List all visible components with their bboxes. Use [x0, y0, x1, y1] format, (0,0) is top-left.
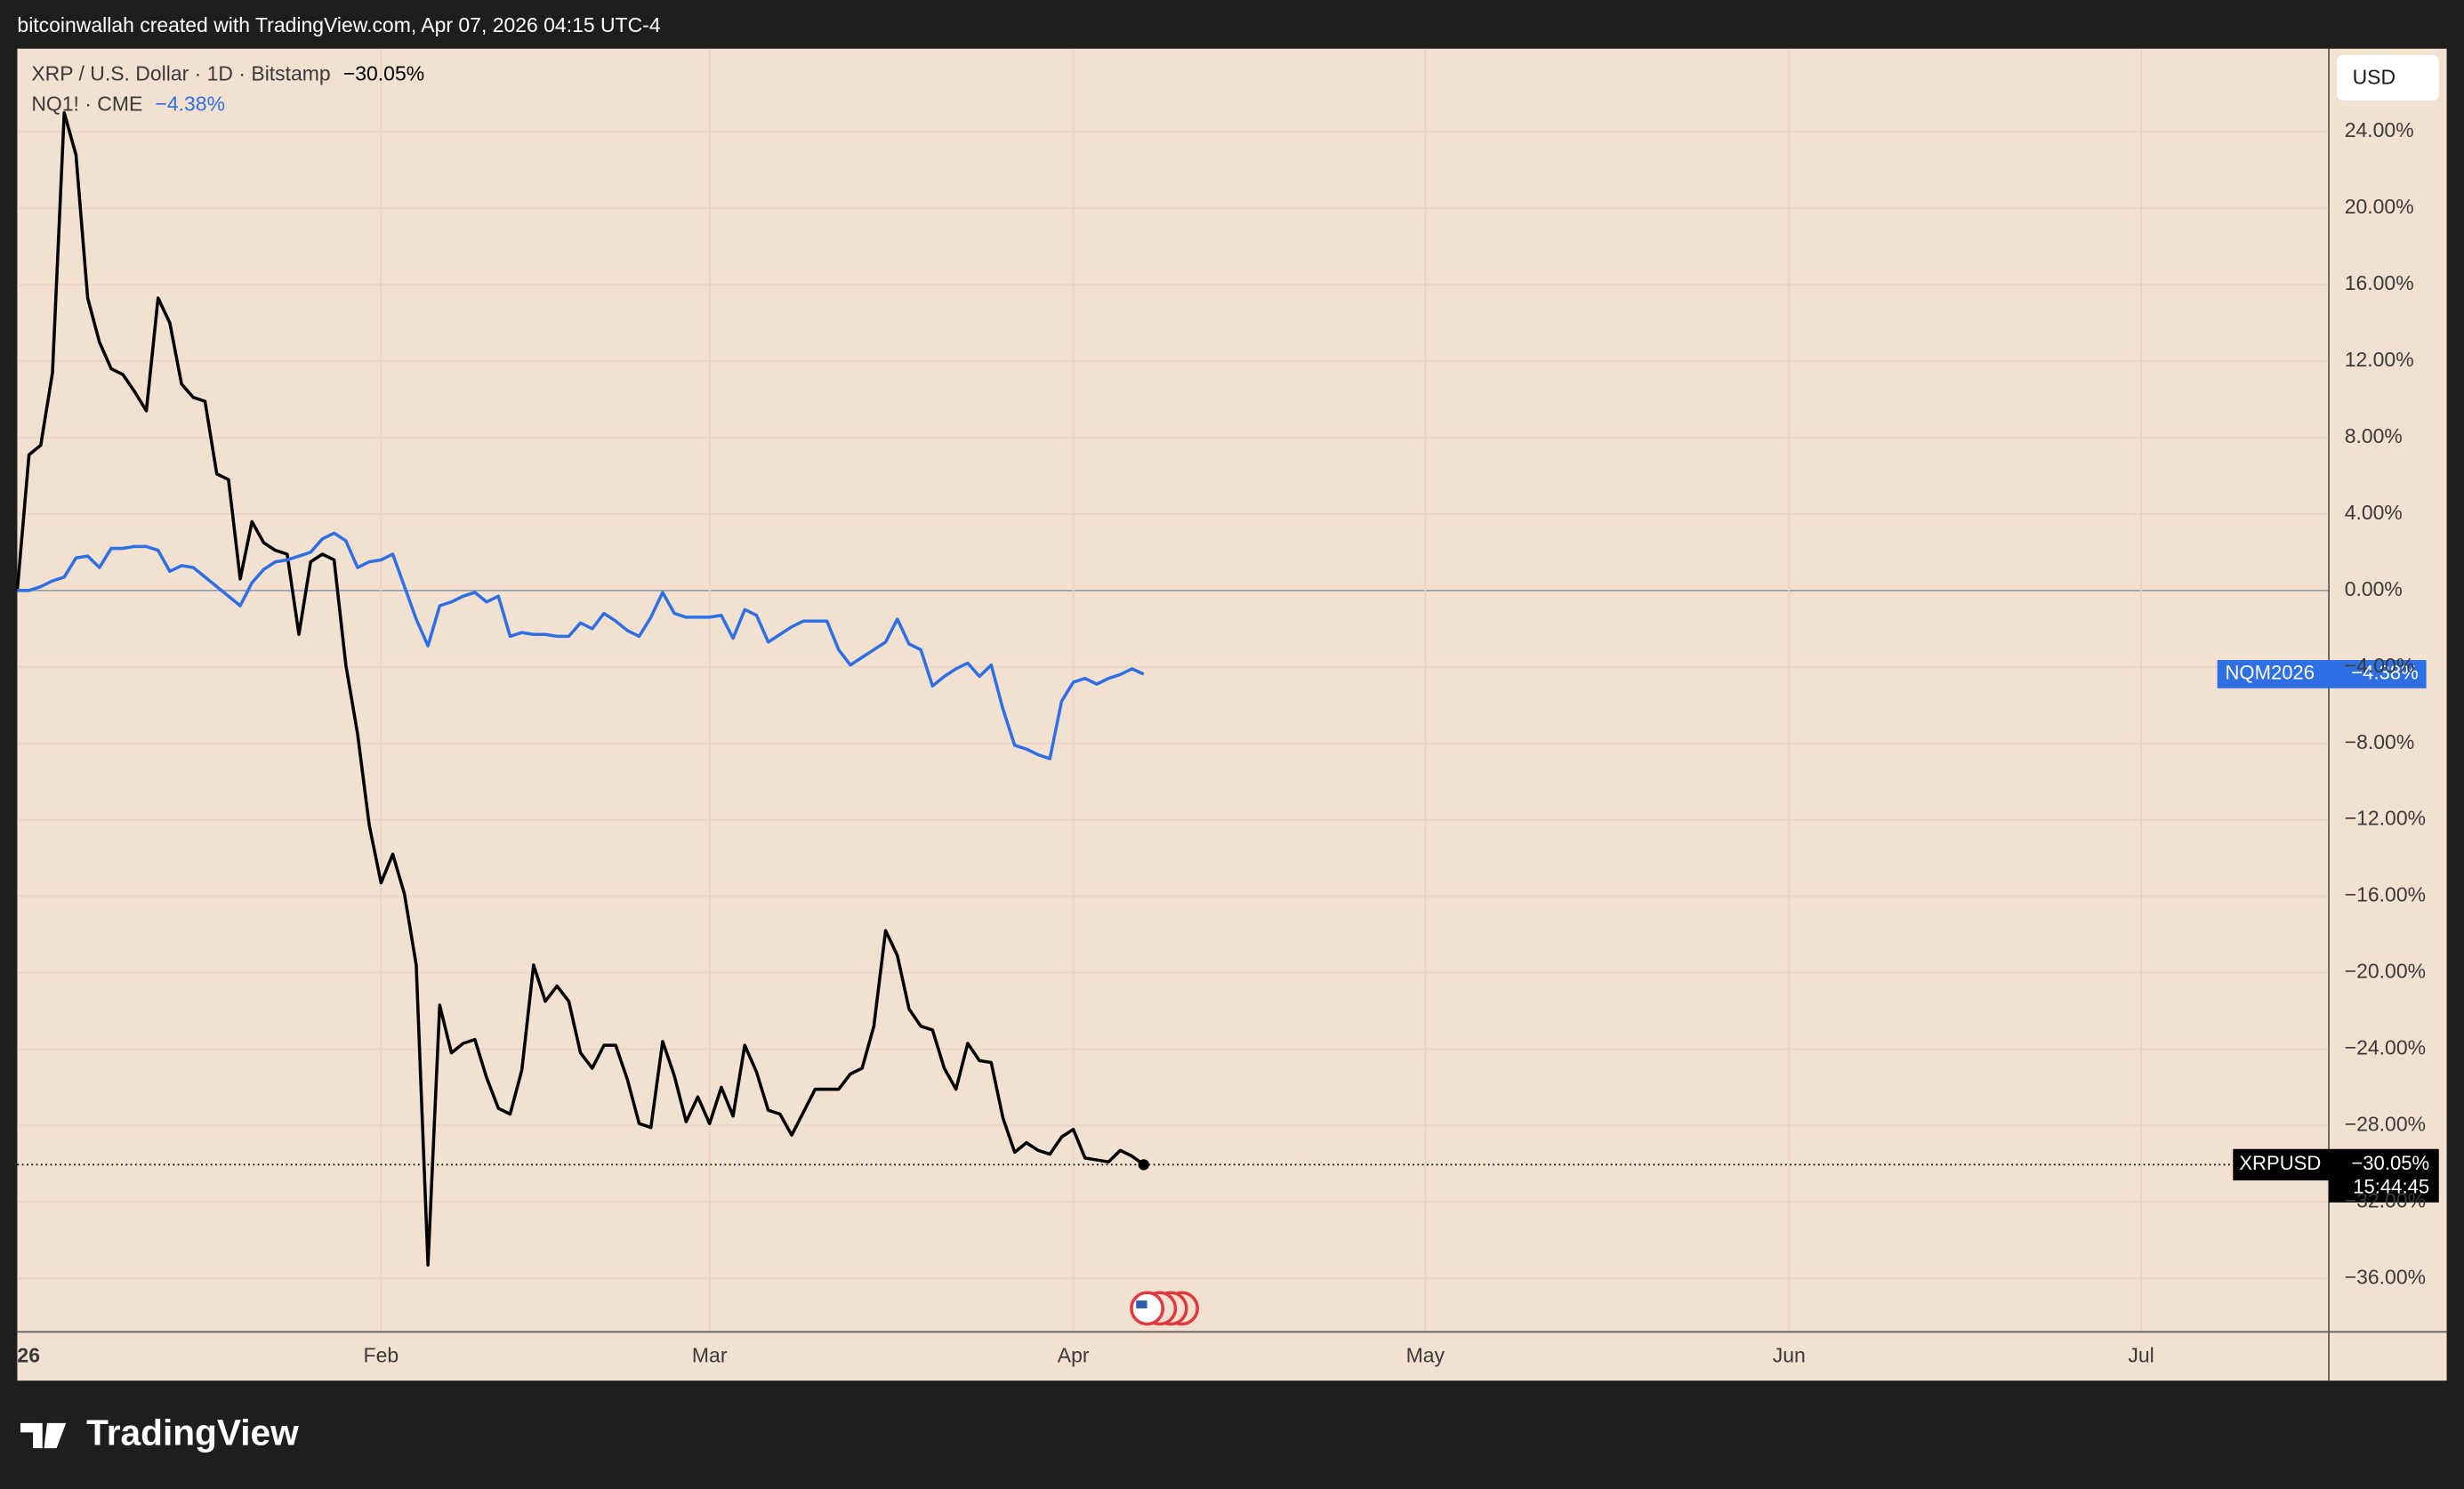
series-line	[17, 531, 1145, 761]
header: bitcoinwallah created with TradingView.c…	[17, 13, 660, 36]
y-tick-label: −8.00%	[2345, 730, 2415, 753]
bar-countdown: 15:44:45	[2353, 1176, 2429, 1198]
grid	[17, 48, 2330, 1332]
x-tick-label: Jul	[2128, 1344, 2154, 1367]
y-tick-label: −4.00%	[2345, 654, 2415, 677]
event-flags	[1130, 1291, 1199, 1326]
legend: XRP / U.S. Dollar · 1D · Bitstamp −30.05%…	[31, 62, 424, 116]
legend-entry: NQ1! · CME −4.38%	[31, 92, 225, 115]
brand-name: TradingView	[86, 1413, 299, 1453]
symbol-tag-label: XRPUSD	[2239, 1152, 2321, 1174]
x-tick-label: May	[1406, 1344, 1445, 1367]
legend-name: NQ1! · CME	[31, 92, 142, 115]
y-tick-label: 12.00%	[2345, 348, 2414, 371]
y-tick-label: 24.00%	[2345, 118, 2414, 141]
y-tick-label: 20.00%	[2345, 195, 2414, 218]
x-tick-label: Jun	[1773, 1344, 1806, 1367]
legend-value: −30.05%	[343, 62, 424, 85]
series-layer	[15, 110, 2330, 1267]
y-tick-label: 16.00%	[2345, 271, 2414, 294]
symbol-tag-label: NQM2026	[2225, 662, 2315, 684]
y-tick-label: −32.00%	[2345, 1188, 2426, 1211]
symbol-tag	[2233, 1148, 2330, 1181]
price-tag	[2329, 1148, 2439, 1203]
x-tick-label: Apr	[1058, 1344, 1090, 1367]
y-tick-label: −12.00%	[2345, 807, 2426, 830]
currency-button[interactable]	[2336, 54, 2439, 101]
x-tick-label: Feb	[364, 1344, 399, 1367]
logo-dot	[46, 1424, 57, 1435]
series-line	[15, 110, 1145, 1267]
y-tick-label: −16.00%	[2345, 883, 2426, 906]
price-tags: XRPUSD −30.05%15:44:45 NQM2026 −4.38%	[2217, 660, 2439, 1203]
y-tick-label: −36.00%	[2345, 1265, 2426, 1288]
x-tick-label: Mar	[692, 1344, 728, 1367]
legend-name: XRP / U.S. Dollar · 1D · Bitstamp	[31, 62, 330, 85]
plot-background	[17, 48, 2447, 1381]
y-tick-label: −28.00%	[2345, 1112, 2426, 1135]
price-tag	[2217, 660, 2427, 688]
price-tag-label: −4.38%	[2351, 662, 2418, 684]
currency-label[interactable]: USD	[2353, 65, 2396, 88]
legend-entry: XRP / U.S. Dollar · 1D · Bitstamp −30.05%	[31, 62, 424, 85]
brand-logo	[20, 1422, 67, 1449]
y-tick-label: 0.00%	[2345, 577, 2403, 600]
legend-value: −4.38%	[155, 92, 225, 115]
y-tick-label: −24.00%	[2345, 1036, 2426, 1059]
last-point	[1138, 1159, 1149, 1171]
y-tick-label: 4.00%	[2345, 501, 2403, 524]
x-tick-label: 26	[17, 1344, 40, 1367]
y-tick-label: −20.00%	[2345, 960, 2426, 983]
flag-canton	[1136, 1300, 1147, 1308]
y-tick-label: 8.00%	[2345, 424, 2403, 447]
price-tag-label: −30.05%	[2351, 1152, 2429, 1174]
